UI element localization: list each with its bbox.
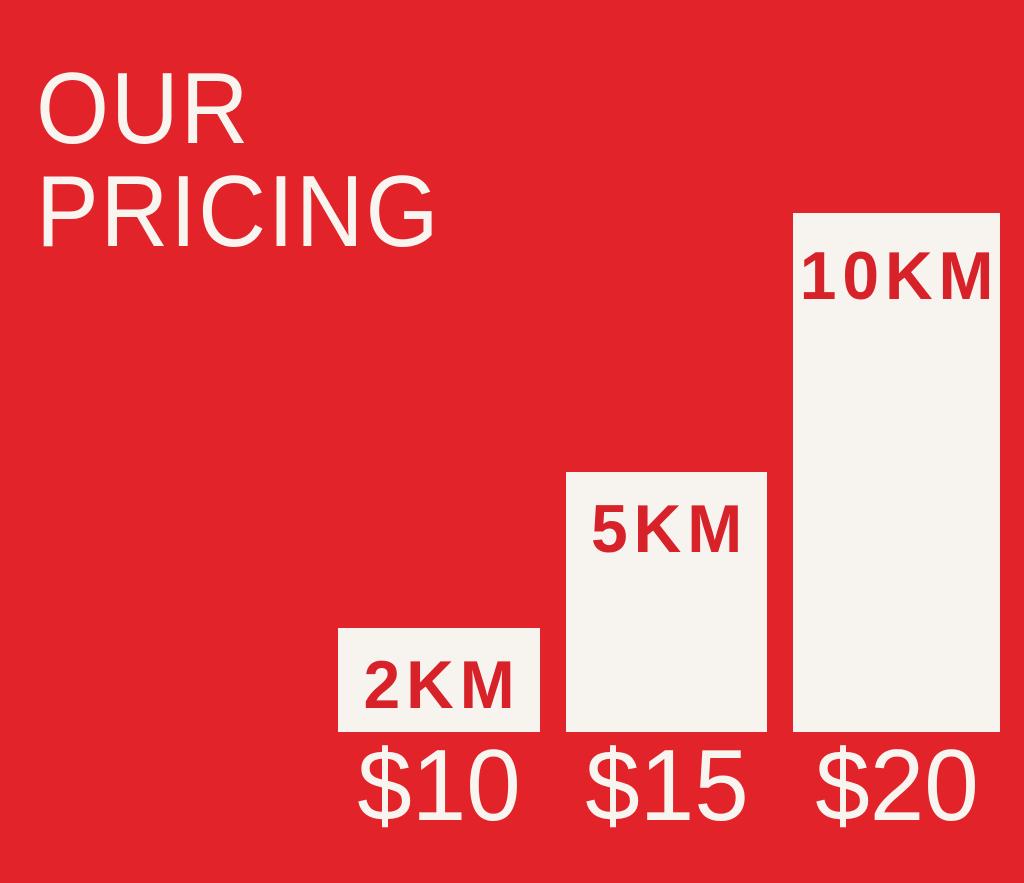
bar-distance-label: 10KM [799, 238, 1000, 314]
title-line-1: OUR [36, 53, 251, 165]
bar-distance-label: 2KM [363, 647, 521, 723]
bar-2km: 2KM [338, 628, 540, 732]
title-line-2: PRICING [36, 156, 441, 269]
price-label-10km: $20 [814, 730, 979, 842]
price-label-5km: $15 [584, 730, 749, 842]
page-title: OUR PRICING [36, 53, 441, 269]
price-label-2km: $10 [357, 730, 521, 842]
bar-5km: 5KM [566, 472, 767, 732]
bar-10km: 10KM [793, 213, 1000, 732]
bar-distance-label: 5KM [591, 491, 749, 567]
